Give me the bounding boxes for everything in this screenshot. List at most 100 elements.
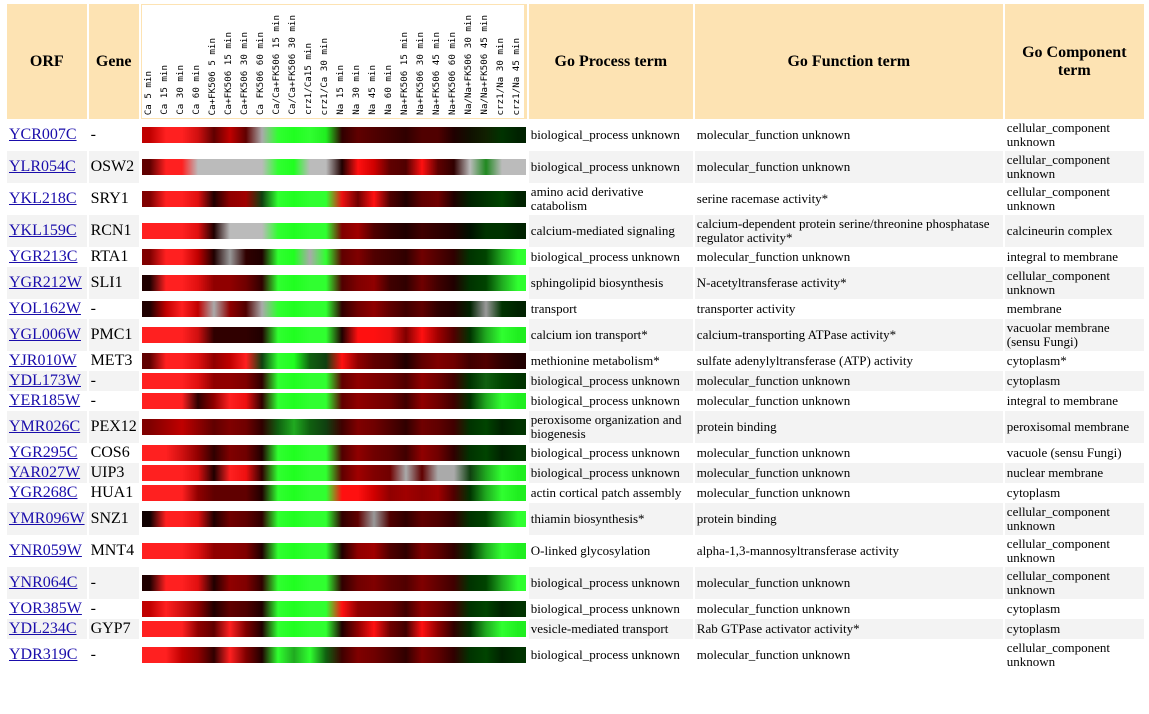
expression-strip: [141, 485, 526, 501]
expression-block: [461, 159, 478, 175]
expression-block: [157, 301, 174, 317]
gene-cell: SLI1: [88, 267, 139, 299]
expression-block: [397, 621, 414, 637]
orf-link[interactable]: YGL006W: [9, 326, 81, 343]
expression-block: [189, 327, 206, 343]
orf-link[interactable]: YGR212W: [9, 274, 82, 291]
gene-cell: MET3: [90, 352, 133, 369]
expression-block: [301, 647, 318, 663]
expression-block: [317, 301, 334, 317]
function-cell: molecular_function unknown: [694, 371, 1003, 391]
expression-block: [509, 445, 526, 461]
orf-cell: YGR268C: [7, 483, 87, 503]
expression-block: [157, 511, 174, 527]
condition-label-text: Na 15 min: [334, 65, 346, 115]
expression-block: [285, 621, 302, 637]
expression-block: [173, 353, 190, 369]
expression-block: [349, 353, 366, 369]
expression-block: [429, 127, 446, 143]
orf-link[interactable]: YKL218C: [9, 190, 77, 207]
orf-link[interactable]: YMR026C: [9, 418, 81, 435]
expression-block: [365, 543, 382, 559]
expression-block: [237, 647, 254, 663]
orf-link[interactable]: YKL159C: [9, 222, 77, 239]
expression-block: [365, 485, 382, 501]
expression-block: [477, 419, 494, 435]
expression-block: [269, 223, 286, 239]
expression-block: [365, 419, 382, 435]
orf-link[interactable]: YAR027W: [9, 464, 81, 481]
orf-cell: YDL173W: [7, 371, 87, 391]
heatmap-cell: [141, 371, 527, 391]
condition-label: Na+FK506 15 min: [399, 5, 411, 115]
expression-block: [237, 601, 254, 617]
expression-block: [205, 159, 222, 175]
orf-link[interactable]: YJR010W: [9, 352, 77, 369]
orf-link[interactable]: YLR054C: [9, 158, 76, 175]
orf-link[interactable]: YCR007C: [9, 126, 77, 143]
expression-block: [381, 223, 398, 239]
expression-block: [397, 275, 414, 291]
expression-block: [157, 223, 174, 239]
expression-block: [477, 621, 494, 637]
expression-block: [413, 159, 430, 175]
expression-block: [253, 223, 270, 239]
expression-block: [221, 465, 238, 481]
expression-block: [285, 485, 302, 501]
expression-strip: [141, 465, 526, 481]
orf-link[interactable]: YER185W: [9, 392, 81, 409]
expression-block: [221, 191, 238, 207]
expression-block: [365, 275, 382, 291]
expression-block: [461, 419, 478, 435]
expression-block: [397, 465, 414, 481]
expression-block: [253, 511, 270, 527]
expression-block: [205, 575, 222, 591]
expression-block: [509, 601, 526, 617]
expression-strip: [141, 511, 526, 527]
expression-block: [157, 601, 174, 617]
expression-block: [301, 445, 318, 461]
expression-block: [221, 249, 238, 265]
orf-link[interactable]: YDR319C: [9, 646, 78, 663]
expression-block: [365, 373, 382, 389]
orf-link[interactable]: YNR064C: [9, 574, 78, 591]
expression-block: [413, 511, 430, 527]
expression-block: [381, 647, 398, 663]
expression-block: [157, 465, 174, 481]
orf-link[interactable]: YDL173W: [9, 372, 81, 389]
expression-block: [429, 419, 446, 435]
expression-block: [445, 419, 462, 435]
table-row: YGL006W PMC1 calcium ion transport* calcium…: [7, 319, 1144, 351]
process-cell: biological_process unknown: [530, 127, 680, 142]
heatmap-cell: [141, 351, 527, 371]
expression-block: [413, 419, 430, 435]
orf-link[interactable]: YOL162W: [9, 300, 81, 317]
orf-link[interactable]: YGR213C: [9, 248, 78, 265]
expression-block: [445, 601, 462, 617]
condition-label: crz1/Ca15 min: [303, 5, 315, 115]
expression-block: [205, 327, 222, 343]
expression-block: [189, 249, 206, 265]
orf-link[interactable]: YGR295C: [9, 444, 78, 461]
expression-block: [477, 275, 494, 291]
orf-link[interactable]: YDL234C: [9, 620, 77, 637]
expression-block: [413, 485, 430, 501]
orf-link[interactable]: YGR268C: [9, 484, 78, 501]
expression-block: [365, 249, 382, 265]
expression-block: [157, 575, 174, 591]
expression-block: [317, 275, 334, 291]
expression-block: [317, 191, 334, 207]
expression-block: [445, 301, 462, 317]
orf-link[interactable]: YNR059W: [9, 542, 82, 559]
expression-block: [189, 445, 206, 461]
expression-block: [349, 127, 366, 143]
orf-link[interactable]: YOR385W: [9, 600, 82, 617]
expression-block: [253, 275, 270, 291]
expression-block: [253, 543, 270, 559]
orf-link[interactable]: YMR096W: [9, 510, 85, 527]
expression-block: [493, 647, 510, 663]
condition-label-text: Ca 5 min: [142, 70, 154, 115]
expression-block: [205, 621, 222, 637]
expression-block: [413, 373, 430, 389]
table-row: YDL173W - biological_process unknown molecu…: [7, 371, 1144, 391]
